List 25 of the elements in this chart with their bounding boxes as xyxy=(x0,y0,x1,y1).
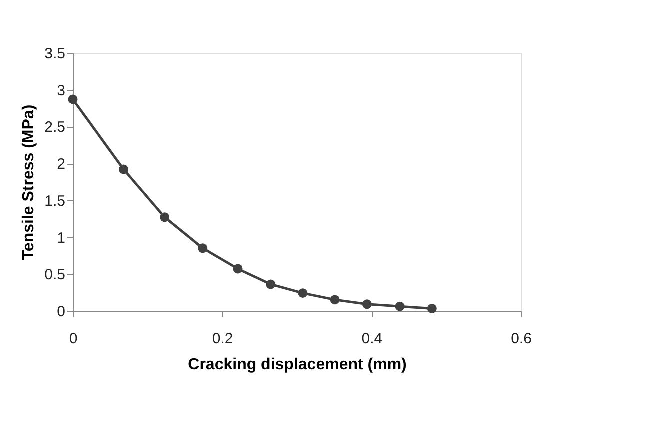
point xyxy=(298,288,308,298)
y-tick-label: 3 xyxy=(57,82,66,100)
point xyxy=(362,300,372,310)
y-tick-label: 1.5 xyxy=(44,192,66,210)
x-tick-label: 0.2 xyxy=(212,330,234,348)
x-axis-title: Cracking displacement (mm) xyxy=(188,356,407,374)
point xyxy=(68,94,78,104)
y-tick-label: 2.5 xyxy=(44,119,66,136)
point xyxy=(160,212,170,222)
point xyxy=(119,164,129,174)
x-tick-label: 0.4 xyxy=(362,330,383,348)
point xyxy=(233,264,243,274)
y-axis-title: Tensile Stress (MPa) xyxy=(20,104,38,260)
x-tick-label: 0 xyxy=(69,330,78,348)
point xyxy=(427,304,437,314)
y-tick-label: 0 xyxy=(57,304,66,320)
point xyxy=(198,244,208,254)
y-tick-label: 3.5 xyxy=(44,46,66,62)
y-tick-label: 1 xyxy=(57,230,66,247)
y-tick-label: 2 xyxy=(57,156,66,174)
point xyxy=(330,295,340,305)
point xyxy=(266,280,276,290)
x-tick-label: 0.6 xyxy=(511,330,532,348)
y-tick-label: 0.5 xyxy=(44,266,66,284)
point xyxy=(395,302,405,312)
